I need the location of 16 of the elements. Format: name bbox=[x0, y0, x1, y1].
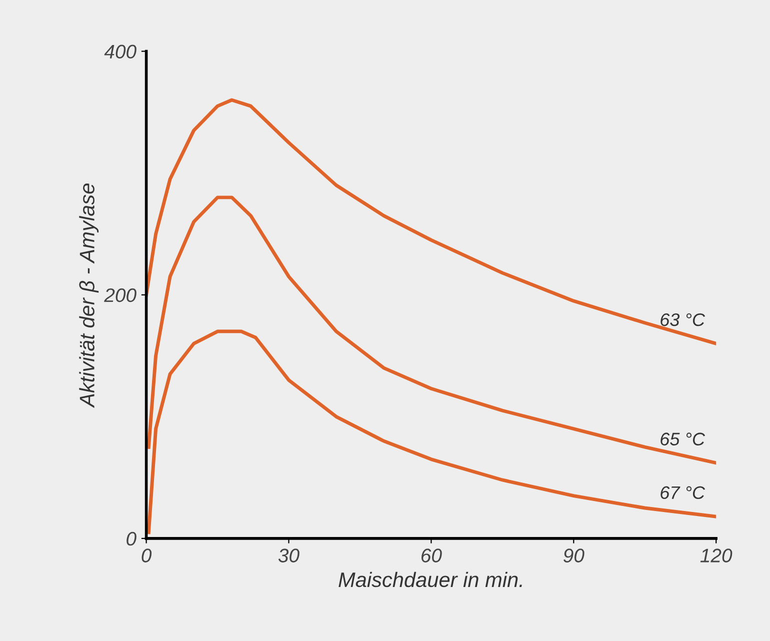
x-tick-label: 30 bbox=[278, 548, 300, 562]
series-label: 65 °C bbox=[660, 432, 706, 446]
y-tick-label: 200 bbox=[104, 288, 136, 302]
line-series bbox=[146, 330, 716, 534]
line-series bbox=[146, 196, 716, 465]
y-tick-label: 0 bbox=[126, 532, 136, 546]
y-axis-title: Aktivität der β - Amylase bbox=[79, 184, 99, 408]
x-tick-label: 60 bbox=[421, 548, 442, 562]
line-series bbox=[146, 98, 716, 346]
series-label: 67 °C bbox=[660, 486, 706, 500]
x-tick-label: 120 bbox=[700, 548, 732, 562]
y-tick-label: 400 bbox=[104, 44, 136, 59]
series-label: 63 °C bbox=[660, 313, 706, 326]
x-axis-title: Maischdauer in min. bbox=[338, 572, 522, 588]
x-tick-label: 90 bbox=[564, 548, 584, 562]
x-tick-label: 0 bbox=[142, 548, 152, 562]
